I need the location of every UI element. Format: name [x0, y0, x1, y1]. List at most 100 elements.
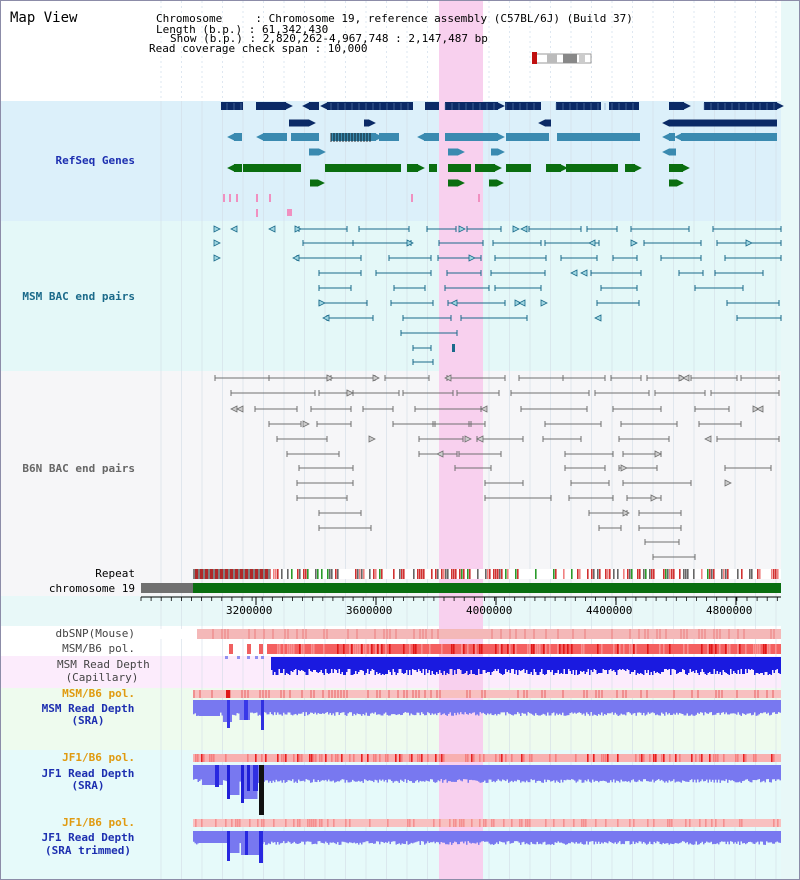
- track-label-jf1-depth-sra[interactable]: JF1 Read Depth: [41, 767, 135, 780]
- jf1-trim-depth: [326, 831, 328, 843]
- track-label-repeat[interactable]: Repeat: [95, 567, 135, 580]
- msm-sra-depth: [308, 700, 310, 715]
- track-label-refseq-genes[interactable]: RefSeq Genes: [55, 154, 135, 167]
- pol-mark: [430, 690, 432, 698]
- jf1-trim-depth: [760, 831, 762, 842]
- jf1-trim-depth: [310, 831, 312, 842]
- msm-capillary-depth: [569, 657, 571, 671]
- dbsnp-mark: [323, 629, 325, 639]
- msm-sra-depth: [763, 700, 765, 713]
- jf1-trim-depth: [575, 831, 577, 843]
- jf1-trim-depth: [253, 831, 255, 855]
- track-label-jf1-b6-pol-sra[interactable]: JF1/B6 pol.: [62, 751, 135, 764]
- jf1-trim-depth: [238, 831, 240, 853]
- pol-mark: [311, 819, 313, 827]
- jf1-trim-depth: [611, 831, 613, 843]
- track-label-msm-depth-capillary[interactable]: MSM Read Depth: [57, 658, 150, 671]
- track-label-msm-b6-pol-capillary[interactable]: MSM/B6 pol.: [62, 642, 135, 655]
- track-label-jf1-depth-trimmed[interactable]: JF1 Read Depth: [41, 831, 135, 844]
- repeat-element: [653, 569, 655, 579]
- jf1-sra-depth: [664, 765, 666, 783]
- track-label-chromosome[interactable]: chromosome 19: [48, 582, 135, 595]
- msm-capillary-depth: [296, 657, 298, 675]
- jf1-sra-depth: [292, 765, 294, 780]
- pol-mark: [485, 819, 487, 827]
- jf1-trim-depth: [605, 831, 607, 843]
- jf1-sra-depth: [659, 765, 661, 781]
- msm-capillary-depth: [671, 657, 673, 669]
- msm-sra-depth: [748, 700, 750, 714]
- pol-mark: [313, 819, 315, 827]
- repeat-element: [248, 569, 250, 579]
- jf1-sra-depth: [203, 765, 205, 785]
- jf1-sra-depth: [487, 765, 489, 783]
- jf1-sra-depth: [307, 765, 309, 780]
- jf1-sra-depth: [206, 765, 208, 785]
- gene-exon-block: [475, 164, 495, 172]
- msm-sra-depth: [323, 700, 325, 714]
- jf1-sra-depth: [299, 765, 301, 782]
- jf1-trim-depth: [428, 831, 430, 843]
- track-label-msm-b6-pol-sra[interactable]: MSM/B6 pol.: [62, 687, 135, 700]
- msm-sra-depth: [734, 700, 736, 714]
- jf1-sra-depth: [638, 765, 640, 780]
- dbsnp-mark: [704, 629, 706, 639]
- jf1-sra-depth: [430, 765, 432, 780]
- jf1-trim-depth: [359, 831, 361, 843]
- track-label-dbsnp[interactable]: dbSNP(Mouse): [55, 627, 135, 640]
- msm-sra-depth: [743, 700, 745, 715]
- bac-end-arrow: [654, 450, 662, 458]
- track-label-jf1-b6-pol-trimmed[interactable]: JF1/B6 pol.: [62, 816, 135, 829]
- repeat-element: [495, 569, 497, 579]
- jf1-trim-depth: [622, 831, 624, 844]
- jf1-trim-depth: [616, 831, 618, 845]
- pol-mark: [193, 690, 195, 698]
- msm-sra-depth: [478, 700, 480, 716]
- track-label-b6n-bac[interactable]: B6N BAC end pairs: [22, 462, 135, 475]
- msm-capillary-depth: [635, 657, 637, 675]
- msm-capillary-depth: [584, 657, 586, 674]
- msm-sra-depth: [565, 700, 567, 716]
- msm-sra-depth: [202, 700, 204, 716]
- jf1-sra-depth: [277, 765, 279, 782]
- msm-capillary-depth: [376, 657, 378, 672]
- jf1-sra-depth: [380, 765, 382, 781]
- msm-capillary-depth: [703, 657, 705, 672]
- jf1-trim-depth: [668, 831, 670, 845]
- msm-capillary-depth: [631, 657, 633, 672]
- jf1-sra-depth: [559, 765, 561, 783]
- jf1-trim-depth: [272, 831, 274, 843]
- jf1-trim-depth: [455, 831, 457, 843]
- msm-sra-depth: [452, 700, 454, 716]
- jf1-trim-depth: [661, 831, 663, 845]
- gene-exon-block: [364, 119, 369, 127]
- dbsnp-mark: [356, 629, 358, 639]
- gene-strand-arrow: [417, 164, 425, 172]
- msm-sra-depth: [295, 700, 297, 714]
- pol-mark: [595, 690, 597, 698]
- track-label-msm-bac[interactable]: MSM BAC end pairs: [22, 290, 135, 303]
- pol-mark: [511, 754, 513, 762]
- repeat-element: [639, 569, 641, 579]
- msm-sra-depth: [646, 700, 648, 715]
- jf1-sra-depth: [226, 765, 228, 782]
- repeat-element: [469, 569, 471, 579]
- pol-mark: [623, 644, 625, 654]
- jf1-trim-depth: [526, 831, 528, 844]
- msm-sra-depth: [568, 700, 570, 716]
- msm-capillary-depth: [775, 657, 777, 670]
- jf1-sra-depth: [725, 765, 727, 780]
- jf1-trim-depth: [770, 831, 772, 843]
- repeat-element: [303, 569, 305, 579]
- jf1-trim-depth: [475, 831, 477, 844]
- jf1-trim-depth: [355, 831, 357, 844]
- track-label-msm-depth-sra[interactable]: MSM Read Depth: [41, 702, 135, 715]
- pol-mark: [321, 819, 323, 827]
- msm-sra-depth: [709, 700, 711, 713]
- jf1-sra-depth: [278, 765, 280, 782]
- msm-capillary-depth: [748, 657, 750, 669]
- msm-capillary-depth: [602, 657, 604, 669]
- pol-mark: [195, 819, 197, 827]
- msm-sra-depth: [689, 700, 691, 716]
